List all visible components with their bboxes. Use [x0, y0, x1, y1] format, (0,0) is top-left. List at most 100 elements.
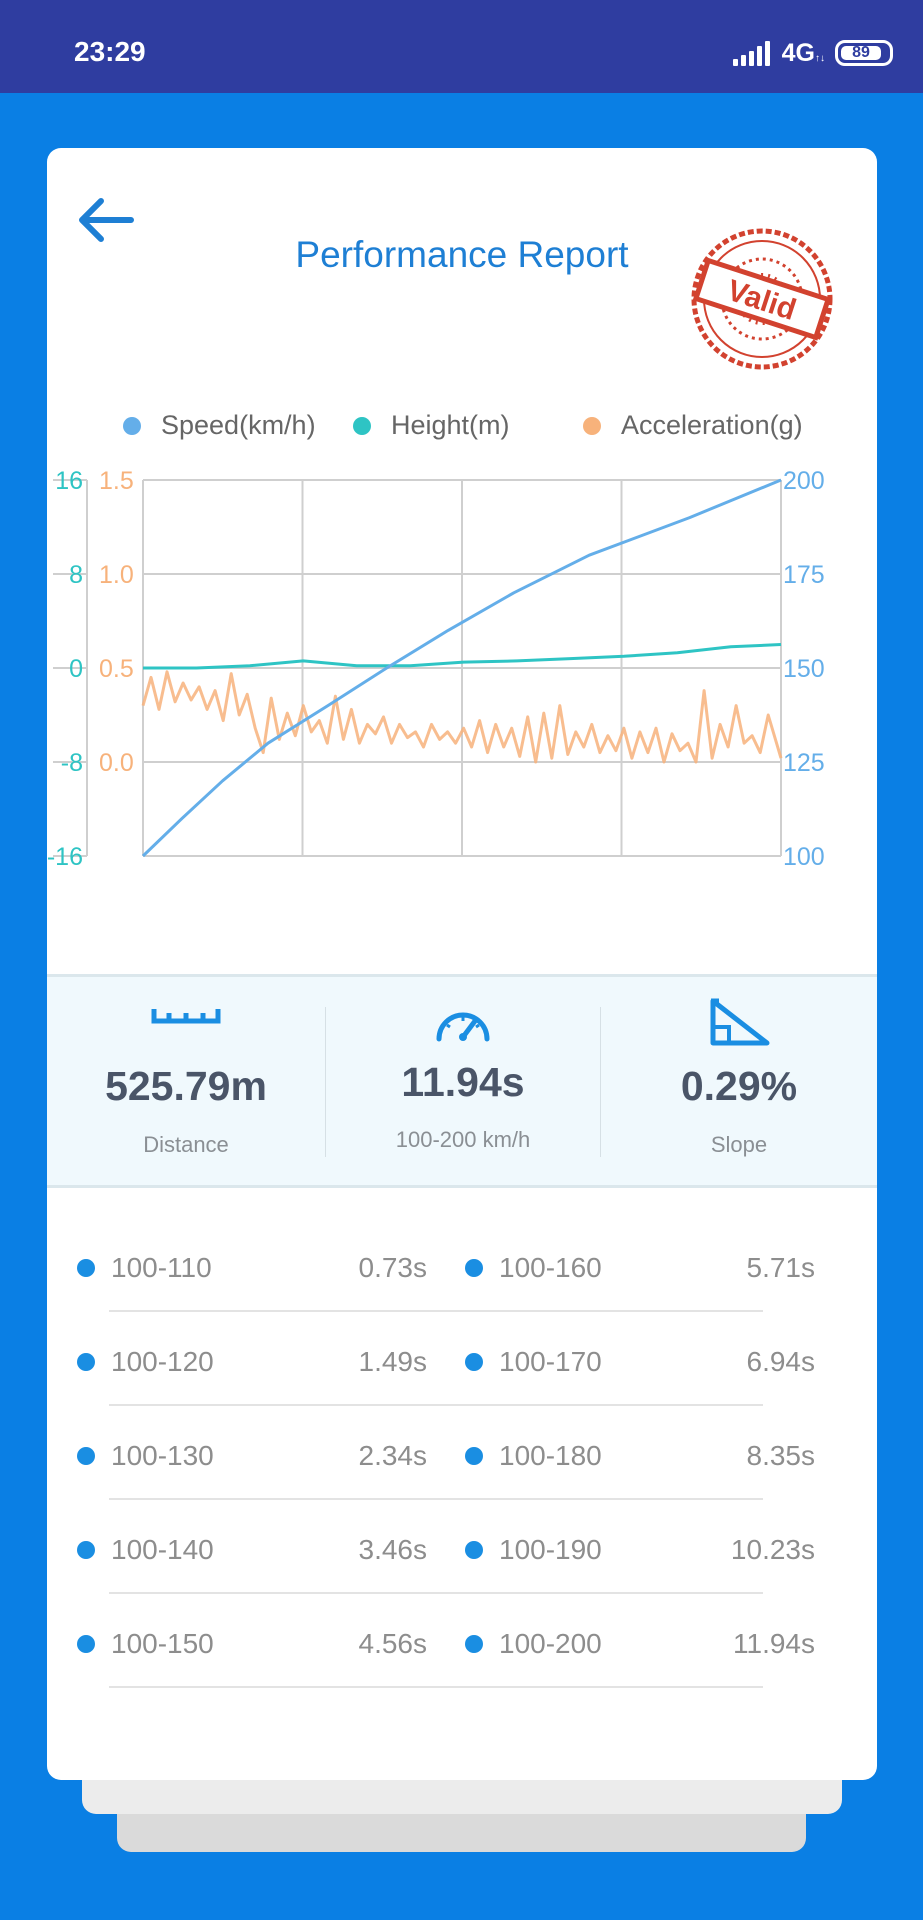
acceleration-tick-label: 1.5 — [99, 468, 134, 495]
split-label: 100-200 — [499, 1628, 602, 1659]
height-tick-label: 8 — [69, 561, 83, 589]
height-line — [143, 643, 782, 670]
split-value: 0.73s — [358, 1252, 428, 1283]
height-tick-label: -8 — [61, 749, 83, 777]
split-row: 100-140 3.46s 100-190 10.23s — [47, 1500, 877, 1594]
performance-chart: 16 8 0 -8 -16 1.5 1.0 0.5 0.0 200 175 150 125 100 — [47, 468, 825, 868]
row-divider — [109, 1310, 763, 1312]
stat-distance-value: 525.79m — [105, 1063, 267, 1109]
split-value: 2.34s — [358, 1440, 428, 1471]
chart-grid — [142, 479, 782, 857]
bullet-dot-icon — [465, 1353, 483, 1371]
speed-tick-label: 200 — [783, 468, 825, 495]
bullet-dot-icon — [465, 1541, 483, 1559]
signal-icon — [732, 40, 770, 66]
split-value: 3.46s — [358, 1534, 428, 1565]
bullet-dot-icon — [77, 1541, 95, 1559]
network-label: 4G↑↓ — [782, 39, 825, 68]
split-label: 100-110 — [111, 1252, 212, 1283]
acceleration-tick-label: 1.0 — [99, 561, 134, 589]
chart-lines — [141, 478, 783, 858]
split-label: 100-150 — [111, 1628, 214, 1659]
status-bar: 23:29 4G↑↓ 89 — [0, 0, 923, 93]
stat-divider — [325, 1007, 326, 1157]
stat-divider — [600, 1007, 601, 1157]
ruler-icon — [151, 1009, 221, 1024]
split-label: 100-190 — [499, 1534, 602, 1565]
summary-stats: 525.79m Distance 11.94s 100-200 km/h 0.2… — [47, 974, 877, 1188]
split-value: 10.23s — [730, 1534, 815, 1565]
acceleration-tick-label: 0.0 — [99, 749, 134, 777]
bullet-dot-icon — [77, 1259, 95, 1277]
slope-icon — [710, 998, 770, 1046]
chart-ticks: 16 8 0 -8 -16 1.5 1.0 0.5 0.0 200 175 150 125 100 — [47, 468, 825, 868]
speed-line — [141, 478, 782, 858]
legend-item-speed: Speed(km/h) — [123, 410, 316, 441]
page-title: Performance Report — [295, 234, 629, 275]
chart-legend: Speed(km/h) Height(m) Acceleration(g) — [75, 410, 855, 442]
valid-stamp: Valid — [691, 228, 833, 370]
speed-tick-label: 175 — [783, 561, 825, 589]
height-tick-label: 16 — [55, 468, 83, 495]
acceleration-tick-label: 0.5 — [99, 655, 134, 683]
split-label: 100-120 — [111, 1346, 214, 1377]
split-label: 100-180 — [499, 1440, 602, 1471]
network-type: 4G — [781, 38, 815, 67]
legend-item-height: Height(m) — [353, 410, 510, 441]
split-row: 100-150 4.56s 100-200 11.94s — [47, 1594, 877, 1688]
stat-slope: 0.29% Slope — [601, 977, 877, 1185]
legend-label-height: Height(m) — [391, 410, 510, 440]
speedometer-icon — [436, 1012, 490, 1042]
speed-tick-label: 100 — [783, 843, 825, 868]
bullet-dot-icon — [465, 1259, 483, 1277]
stat-distance-label: Distance — [143, 1132, 229, 1157]
stat-time-value: 11.94s — [401, 1059, 525, 1105]
height-tick-label: 0 — [69, 655, 83, 683]
stat-slope-label: Slope — [710, 1132, 768, 1157]
split-value: 5.71s — [746, 1252, 816, 1283]
status-time: 23:29 — [74, 36, 146, 67]
bullet-dot-icon — [77, 1447, 95, 1465]
speed-tick-label: 125 — [783, 749, 825, 777]
bullet-dot-icon — [77, 1353, 95, 1371]
legend-label-acceleration: Acceleration(g) — [621, 410, 803, 440]
bullet-dot-icon — [77, 1635, 95, 1653]
bullet-dot-icon — [465, 1635, 483, 1653]
split-label: 100-160 — [499, 1252, 602, 1283]
legend-label-speed: Speed(km/h) — [161, 410, 316, 440]
battery-level: 89 — [852, 44, 870, 61]
legend-item-acceleration: Acceleration(g) — [583, 410, 803, 441]
bullet-dot-icon — [465, 1447, 483, 1465]
height-tick-label: -16 — [47, 843, 83, 868]
split-label: 100-130 — [111, 1440, 214, 1471]
arrow-left-icon[interactable] — [73, 194, 137, 246]
battery-icon: 89 — [835, 40, 893, 66]
legend-dot-height — [353, 416, 371, 435]
row-divider — [109, 1404, 763, 1406]
split-value: 6.94s — [746, 1346, 816, 1377]
stat-time: 11.94s 100-200 km/h — [326, 977, 600, 1185]
chart-axes — [53, 479, 88, 857]
row-divider — [109, 1498, 763, 1500]
split-row: 100-130 2.34s 100-180 8.35s — [47, 1406, 877, 1500]
split-value: 11.94s — [733, 1628, 815, 1659]
speed-tick-label: 150 — [783, 655, 825, 683]
split-label: 100-140 — [111, 1534, 214, 1565]
split-label: 100-170 — [499, 1346, 602, 1377]
split-value: 1.49s — [358, 1346, 428, 1377]
stat-distance: 525.79m Distance — [47, 977, 325, 1185]
stat-slope-value: 0.29% — [680, 1063, 798, 1109]
split-value: 8.35s — [746, 1440, 816, 1471]
split-value: 4.56s — [358, 1628, 428, 1659]
status-indicators: 4G↑↓ 89 — [732, 36, 893, 70]
data-arrows-icon: ↑↓ — [815, 52, 825, 64]
split-row: 100-110 0.73s 100-160 5.71s — [47, 1218, 877, 1312]
row-divider — [109, 1686, 763, 1688]
report-card: Performance Report Valid Speed(km/h) Hei… — [47, 148, 877, 1780]
acceleration-line — [141, 670, 783, 764]
legend-dot-acceleration — [583, 416, 601, 435]
row-divider — [109, 1592, 763, 1594]
legend-dot-speed — [123, 416, 141, 435]
stat-time-label: 100-200 km/h — [395, 1127, 531, 1152]
split-row: 100-120 1.49s 100-170 6.94s — [47, 1312, 877, 1406]
